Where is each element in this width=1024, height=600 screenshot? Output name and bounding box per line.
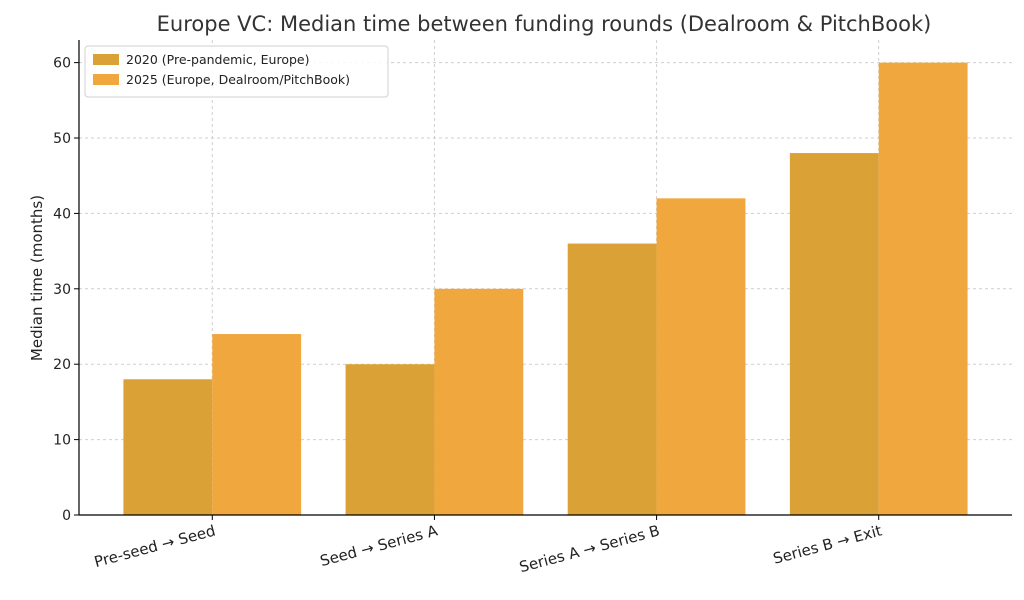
bar-series2 (656, 198, 746, 516)
bar-series1 (789, 153, 879, 515)
bar-series1 (345, 364, 435, 515)
y-tick-label: 20 (53, 357, 71, 373)
x-tick-label: Series A → Series B (517, 521, 661, 576)
bar-series2 (434, 288, 524, 515)
y-tick-label: 0 (62, 508, 71, 524)
x-tick-labels: Pre-seed → Seed Seed → Series A Series A →… (92, 515, 884, 576)
legend-swatch (93, 54, 119, 65)
bar-series2 (878, 62, 968, 515)
y-tick-label: 50 (53, 131, 71, 147)
bar-series1 (567, 243, 657, 516)
bars (123, 62, 968, 516)
legend-label: 2020 (Pre-pandemic, Europe) (126, 52, 310, 67)
legend-label: 2025 (Europe, Dealroom/PitchBook) (126, 72, 350, 87)
legend-swatch (93, 74, 119, 85)
y-tick-label: 40 (53, 206, 71, 222)
x-tick-label: Pre-seed → Seed (92, 521, 217, 571)
y-axis-label: Median time (months) (28, 195, 46, 361)
chart-title: Europe VC: Median time between funding r… (157, 12, 932, 36)
y-tick-labels: 0 10 20 30 40 50 60 (53, 56, 79, 524)
bar-series1 (123, 379, 213, 515)
x-tick-label: Series B → Exit (771, 521, 884, 567)
legend: 2020 (Pre-pandemic, Europe) 2025 (Europe,… (84, 45, 389, 98)
y-tick-label: 60 (53, 56, 71, 72)
axes (78, 40, 1012, 516)
legend-box (84, 45, 389, 98)
bar-series2 (212, 334, 302, 515)
y-tick-label: 10 (53, 433, 71, 449)
x-tick-label: Seed → Series A (318, 521, 440, 570)
y-tick-label: 30 (53, 282, 71, 298)
